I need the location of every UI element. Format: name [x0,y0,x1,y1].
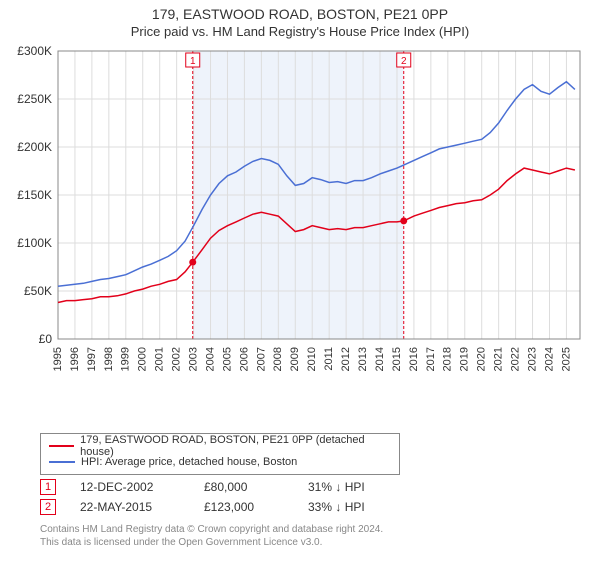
footer-line-2: This data is licensed under the Open Gov… [40,536,584,549]
x-tick-label: 2002 [171,347,183,371]
y-tick-label: £200K [17,140,52,154]
marker-dot [189,259,196,266]
y-tick-label: £250K [17,92,52,106]
y-tick-label: £100K [17,236,52,250]
x-tick-label: 1997 [86,347,98,371]
sale-pct-vs-hpi: 33% ↓ HPI [308,500,365,514]
x-tick-label: 2007 [255,347,267,371]
x-tick-label: 2019 [459,347,471,371]
x-tick-label: 2001 [154,347,166,371]
x-tick-label: 1995 [52,347,64,371]
x-tick-label: 2014 [374,347,386,371]
sale-date: 22-MAY-2015 [80,500,180,514]
sale-price: £80,000 [204,480,284,494]
x-tick-label: 1996 [69,347,81,371]
chart-svg: £0 £50K £100K £150K £200K £250K £300K 1995 1996 1… [10,45,590,385]
x-tick-label: 1998 [103,347,115,371]
legend-label: 179, EASTWOOD ROAD, BOSTON, PE21 0PP (de… [80,434,391,458]
sales-table: 1 12-DEC-2002 £80,000 31% ↓ HPI 2 22-MAY-2015… [0,479,600,515]
x-tick-label: 2020 [476,347,488,371]
chart-subtitle: Price paid vs. HM Land Registry's House … [0,24,600,39]
y-tick-label: £300K [17,45,52,58]
marker-badge-number: 2 [401,56,407,67]
y-tick-label: £150K [17,188,52,202]
legend-swatch [49,445,74,447]
x-tick-label: 2012 [340,347,352,371]
x-tick-label: 2018 [442,347,454,371]
chart-title: 179, EASTWOOD ROAD, BOSTON, PE21 0PP [0,6,600,22]
sale-row: 1 12-DEC-2002 £80,000 31% ↓ HPI [40,479,584,495]
x-tick-label: 2024 [543,347,555,371]
marker-badge-number: 1 [190,56,196,67]
x-tick-label: 2013 [357,347,369,371]
legend-swatch [49,461,75,463]
footer-attribution: Contains HM Land Registry data © Crown c… [40,523,584,549]
x-tick-label: 2016 [408,347,420,371]
y-tick-label: £0 [39,332,53,346]
x-tick-label: 2008 [272,347,284,371]
x-tick-label: 2006 [238,347,250,371]
marker-dot [400,217,407,224]
x-tick-label: 2021 [493,347,505,371]
x-tick-label: 2010 [306,347,318,371]
y-tick-label: £50K [24,284,52,298]
x-tick-label: 2022 [510,347,522,371]
sale-date: 12-DEC-2002 [80,480,180,494]
x-tick-label: 2009 [289,347,301,371]
x-tick-label: 2015 [391,347,403,371]
x-tick-label: 1999 [120,347,132,371]
footer-line-1: Contains HM Land Registry data © Crown c… [40,523,584,536]
legend-row: 179, EASTWOOD ROAD, BOSTON, PE21 0PP (de… [49,438,391,454]
x-tick-label: 2025 [560,347,572,371]
x-tick-label: 2011 [323,347,335,371]
x-tick-label: 2005 [221,347,233,371]
legend-label: HPI: Average price, detached house, Bost… [81,456,297,468]
x-tick-label: 2023 [526,347,538,371]
x-tick-label: 2003 [187,347,199,371]
x-tick-label: 2004 [204,347,216,371]
sale-price: £123,000 [204,500,284,514]
sale-badge: 1 [40,479,56,495]
chart-area: £0 £50K £100K £150K £200K £250K £300K 1995 1996 1… [10,45,590,425]
sale-badge: 2 [40,499,56,515]
sale-suffix: HPI [341,500,364,514]
legend: 179, EASTWOOD ROAD, BOSTON, PE21 0PP (de… [40,433,400,475]
sale-suffix: HPI [341,480,364,494]
x-tick-label: 2000 [137,347,149,371]
sale-pct-vs-hpi: 31% ↓ HPI [308,480,365,494]
x-tick-label: 2017 [425,347,437,371]
sale-row: 2 22-MAY-2015 £123,000 33% ↓ HPI [40,499,584,515]
